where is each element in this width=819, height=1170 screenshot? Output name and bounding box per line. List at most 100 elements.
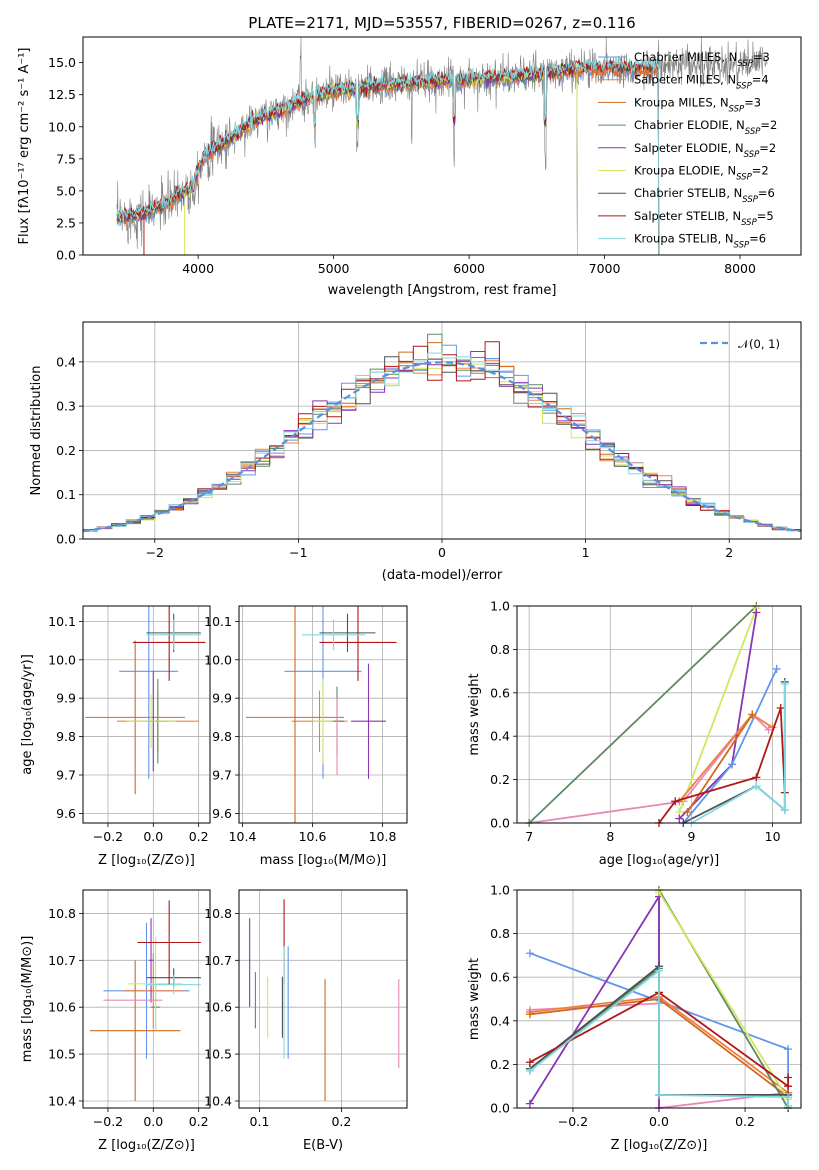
y-axis: 0.0 0.2 0.4 0.6 0.8 1.0 <box>490 883 517 1116</box>
errorbar-point <box>312 678 334 764</box>
y-tick-label: 5.0 <box>56 183 76 198</box>
data-marker <box>780 805 789 814</box>
data-marker <box>525 1066 534 1075</box>
legend-entry: Chabrier MILES, NSSP=3 <box>634 50 770 69</box>
x-tick-label: −0.2 <box>93 1114 123 1129</box>
y-axis-label: Normed distribution <box>29 366 44 496</box>
data-marker <box>655 966 663 975</box>
age-vs-metallicity-panel: −0.2 0.0 0.2 9.6 9.7 9.8 9.9 10.0 10.1 Z [log₁₀(Z… <box>20 605 211 868</box>
y-axis: 0.0 0.1 0.2 0.3 0.4 <box>56 354 83 547</box>
x-tick-label: 10.4 <box>229 829 257 844</box>
axes-frame <box>238 889 408 1109</box>
x-tick-label: −1 <box>289 545 307 560</box>
errorbar-point <box>85 640 186 795</box>
plot-area <box>525 602 789 827</box>
y-tick-label: 0.0 <box>56 532 76 547</box>
plot-area <box>89 900 201 1101</box>
errorbar-point <box>319 606 397 681</box>
y-tick-label: 10.0 <box>48 652 76 667</box>
x-tick-label: −0.2 <box>93 829 123 844</box>
y-axis: 9.6 9.7 9.8 9.9 10.0 10.1 <box>204 614 239 821</box>
axes-frame <box>82 321 802 540</box>
y-axis: 0.0 0.2 0.4 0.6 0.8 1.0 <box>490 599 517 831</box>
y-tick-label: 9.9 <box>212 691 232 706</box>
x-axis-label: Z [log₁₀(Z/Z⊙)] <box>98 1138 195 1153</box>
y-tick-label: 10.7 <box>204 953 232 968</box>
data-marker <box>784 1082 793 1091</box>
data-marker <box>655 1090 663 1099</box>
data-spectrum <box>116 37 768 249</box>
y-tick-label: 2.5 <box>56 215 76 230</box>
y-tick-label: 0.0 <box>56 248 76 263</box>
y-axis-label: age [log₁₀(age/yr)] <box>20 654 35 775</box>
x-tick-label: 0.2 <box>735 1114 755 1129</box>
data-marker <box>752 608 761 617</box>
y-tick-label: 15.0 <box>48 55 76 70</box>
x-axis-label: (data-model)/error <box>382 568 503 583</box>
y-tick-label: 10.0 <box>48 119 76 134</box>
x-tick-label: 7000 <box>589 261 621 276</box>
mass-weight-series <box>683 710 757 817</box>
y-axis-label: mass [log₁₀(M/M⊙)] <box>20 936 35 1063</box>
errorbar-point <box>123 953 183 1029</box>
y-axis: 10.4 10.5 10.6 10.7 10.8 <box>48 906 83 1108</box>
x-axis: −2 −1 0 1 2 <box>146 539 733 560</box>
mass-weight-series <box>679 664 781 827</box>
legend-entry: Kroupa MILES, NSSP=3 <box>634 95 761 114</box>
plot-area <box>85 606 206 795</box>
x-axis: 0.1 0.2 <box>250 1108 351 1129</box>
data-marker <box>728 760 737 769</box>
errorbar-point <box>89 960 181 1101</box>
y-tick-label: 10.5 <box>48 1047 76 1062</box>
axes-frame <box>82 889 211 1109</box>
x-axis-label: wavelength [Angstrom, rest frame] <box>328 283 557 298</box>
errorbar-point <box>128 936 183 1031</box>
spectrum-panel: 4000 5000 6000 7000 8000 0.0 2.5 5.0 7.5 10.0 12.5… <box>17 36 802 298</box>
y-tick-label: 9.6 <box>212 806 232 821</box>
y-tick-label: 0.2 <box>490 772 510 787</box>
data-marker <box>525 1010 534 1019</box>
y-tick-label: 7.5 <box>56 151 76 166</box>
data-marker <box>776 703 785 712</box>
y-tick-label: 0.8 <box>490 926 510 941</box>
histogram-series <box>83 341 801 531</box>
legend-entry: Salpeter MILES, NSSP=4 <box>634 73 769 92</box>
mass-vs-extinction-panel: 0.1 0.2 10.4 10.5 10.6 10.7 10.8 E(B-V) <box>204 889 408 1153</box>
y-axis: 10.4 10.5 10.6 10.7 10.8 <box>204 906 239 1108</box>
legend-entry: Kroupa ELODIE, NSSP=2 <box>634 164 769 183</box>
x-tick-label: −2 <box>146 545 164 560</box>
x-tick-label: 1 <box>582 545 590 560</box>
y-tick-label: 10.0 <box>204 652 232 667</box>
plot-area <box>83 333 801 533</box>
x-axis-label: mass [log₁₀(M/M⊙)] <box>260 853 387 868</box>
data-marker <box>752 782 761 791</box>
y-tick-label: 0.6 <box>490 685 510 700</box>
data-marker <box>683 808 692 817</box>
axes-frame <box>82 36 802 256</box>
y-axis: 0.0 2.5 5.0 7.5 10.0 12.5 15.0 <box>48 55 83 263</box>
data-marker <box>784 1073 793 1082</box>
x-tick-label: 4000 <box>182 261 214 276</box>
y-tick-label: 0.8 <box>490 642 510 657</box>
legend-entry: Salpeter STELIB, NSSP=5 <box>634 209 774 228</box>
y-axis-label: mass weight <box>467 958 482 1040</box>
mass-weight-vs-age-panel: 7 8 9 10 0.0 0.2 0.4 0.6 0.8 1.0 age [log₁₀(age/yr… <box>467 599 802 868</box>
x-tick-label: 0.2 <box>189 829 209 844</box>
y-tick-label: 0.4 <box>490 1013 510 1028</box>
errorbar-point <box>319 613 376 653</box>
x-axis: 7 8 9 10 <box>525 823 781 844</box>
axes-frame <box>516 605 802 824</box>
data-marker <box>525 949 534 958</box>
y-axis-label: mass weight <box>467 673 482 755</box>
errorbar-point <box>126 694 176 749</box>
y-tick-label: 0.4 <box>490 729 510 744</box>
axes-frame <box>516 889 802 1109</box>
y-axis-label: Flux [fλ10⁻¹⁷ erg cm⁻² s⁻¹ A⁻¹] <box>17 48 32 245</box>
y-tick-label: 10.7 <box>48 953 76 968</box>
x-tick-label: −0.2 <box>558 1114 588 1129</box>
mass-weight-series <box>525 966 793 1110</box>
axes-frame <box>238 605 408 824</box>
x-axis-label: Z [log₁₀(Z/Z⊙)] <box>611 1138 708 1153</box>
legend-entry: Chabrier STELIB, NSSP=6 <box>634 186 775 205</box>
